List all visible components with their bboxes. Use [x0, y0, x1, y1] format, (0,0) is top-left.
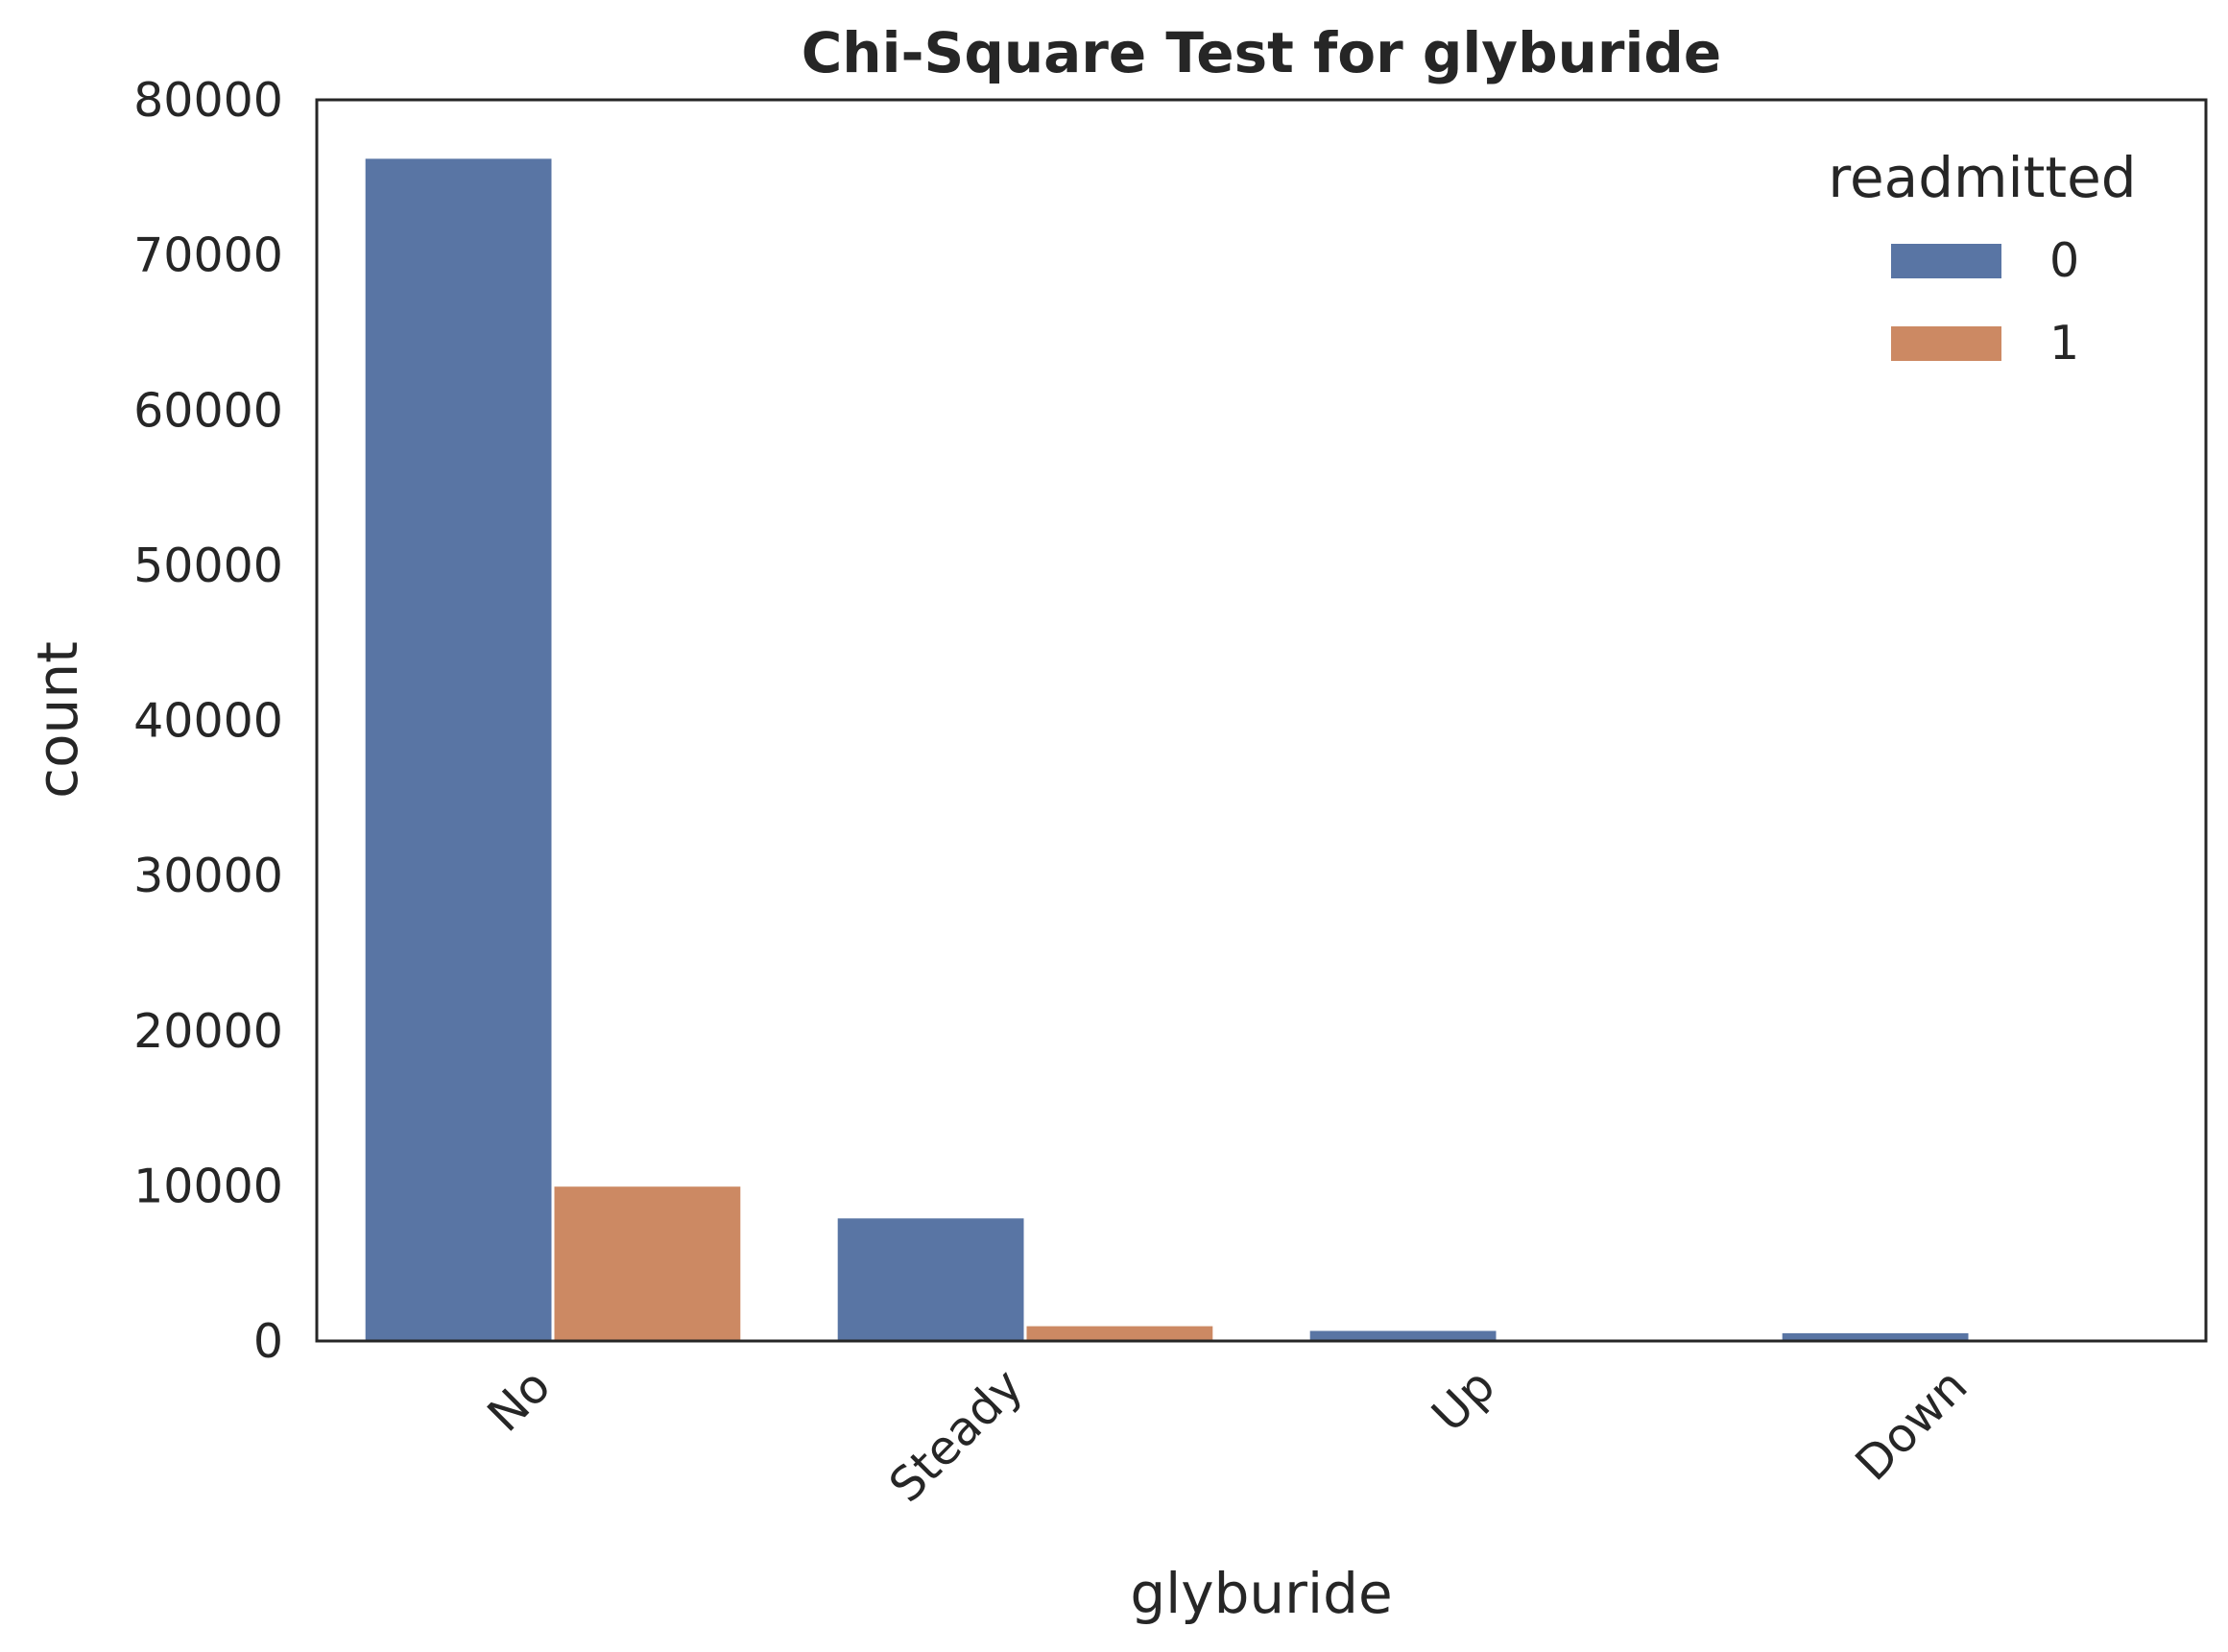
legend-label-1: 1	[2049, 316, 2079, 371]
bar-no-readmitted-1	[554, 1186, 741, 1341]
bar-no-readmitted-0	[365, 158, 552, 1341]
y-tick-label: 20000	[133, 1004, 283, 1059]
bar-up-readmitted-0	[1309, 1330, 1497, 1341]
y-axis-label: count	[25, 641, 90, 799]
chart-title: Chi-Square Test for glyburide	[802, 20, 1722, 85]
x-tick-label-down: Down	[1845, 1358, 1977, 1491]
y-tick-label: 40000	[133, 694, 283, 749]
plot-frame	[315, 98, 2208, 1343]
x-tick-label-no: No	[477, 1358, 561, 1442]
x-tick-label-steady: Steady	[879, 1358, 1034, 1513]
y-tick-label: 30000	[133, 849, 283, 903]
y-tick-label: 60000	[133, 383, 283, 438]
y-ticks: 0 10000 20000 30000 40000 50000 60000 70000 8000…	[133, 73, 283, 1369]
x-axis-label: glyburide	[1130, 1561, 1392, 1626]
y-tick-label: 10000	[133, 1159, 283, 1213]
y-tick-label: 80000	[133, 73, 283, 128]
x-ticks: No Steady Up Down	[477, 1358, 1977, 1513]
bar-steady-readmitted-0	[837, 1218, 1024, 1341]
x-tick-label-up: Up	[1422, 1358, 1506, 1443]
y-tick-label: 0	[253, 1314, 283, 1369]
y-tick-label: 50000	[133, 539, 283, 593]
legend: readmitted 0 1	[1828, 145, 2136, 371]
legend-title: readmitted	[1828, 145, 2136, 210]
legend-label-0: 0	[2049, 233, 2079, 288]
legend-swatch-0	[1891, 244, 2001, 278]
bar-down-readmitted-0	[1782, 1332, 1969, 1341]
bar-steady-readmitted-1	[1026, 1326, 1213, 1341]
legend-swatch-1	[1891, 326, 2001, 361]
y-tick-label: 70000	[133, 228, 283, 283]
bars-layer	[365, 158, 2158, 1341]
